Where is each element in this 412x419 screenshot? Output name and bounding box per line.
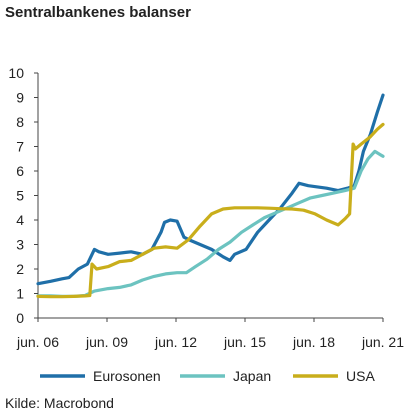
y-axis: 0 1 2 3 4 5 6 7 8 9 10 — [8, 65, 38, 326]
chart-title: Sentralbankenes balanser — [5, 4, 191, 21]
source-note: Kilde: Macrobond — [5, 395, 114, 411]
series-line-japan — [36, 149, 385, 298]
y-tick-label: 9 — [16, 90, 24, 106]
x-tick-label: jun. 18 — [292, 334, 335, 350]
y-tick-label: 1 — [16, 286, 24, 302]
series-line-usa — [36, 122, 385, 299]
legend: Eurosonen Japan USA — [40, 368, 375, 384]
y-tick-label: 10 — [8, 65, 24, 81]
x-tick-label: jun. 21 — [361, 334, 404, 350]
x-tick-label: jun. 15 — [223, 334, 266, 350]
x-axis: jun. 06 jun. 09 jun. 12 jun. 15 jun. 18 jun. … — [16, 318, 404, 350]
y-tick-label: 4 — [16, 212, 24, 228]
y-tick-label: 3 — [16, 237, 24, 253]
legend-label-eurosonen: Eurosonen — [93, 368, 161, 384]
y-tick-label: 2 — [16, 261, 24, 277]
legend-label-japan: Japan — [233, 368, 271, 384]
y-tick-label: 0 — [16, 310, 24, 326]
series-lines — [36, 93, 385, 299]
y-tick-label: 6 — [16, 163, 24, 179]
y-tick-label: 7 — [16, 139, 24, 155]
x-tick-label: jun. 09 — [85, 334, 128, 350]
legend-label-usa: USA — [346, 368, 375, 384]
y-tick-label: 5 — [16, 188, 24, 204]
x-tick-label: jun. 06 — [16, 334, 59, 350]
y-tick-label: 8 — [16, 114, 24, 130]
x-tick-label: jun. 12 — [154, 334, 197, 350]
